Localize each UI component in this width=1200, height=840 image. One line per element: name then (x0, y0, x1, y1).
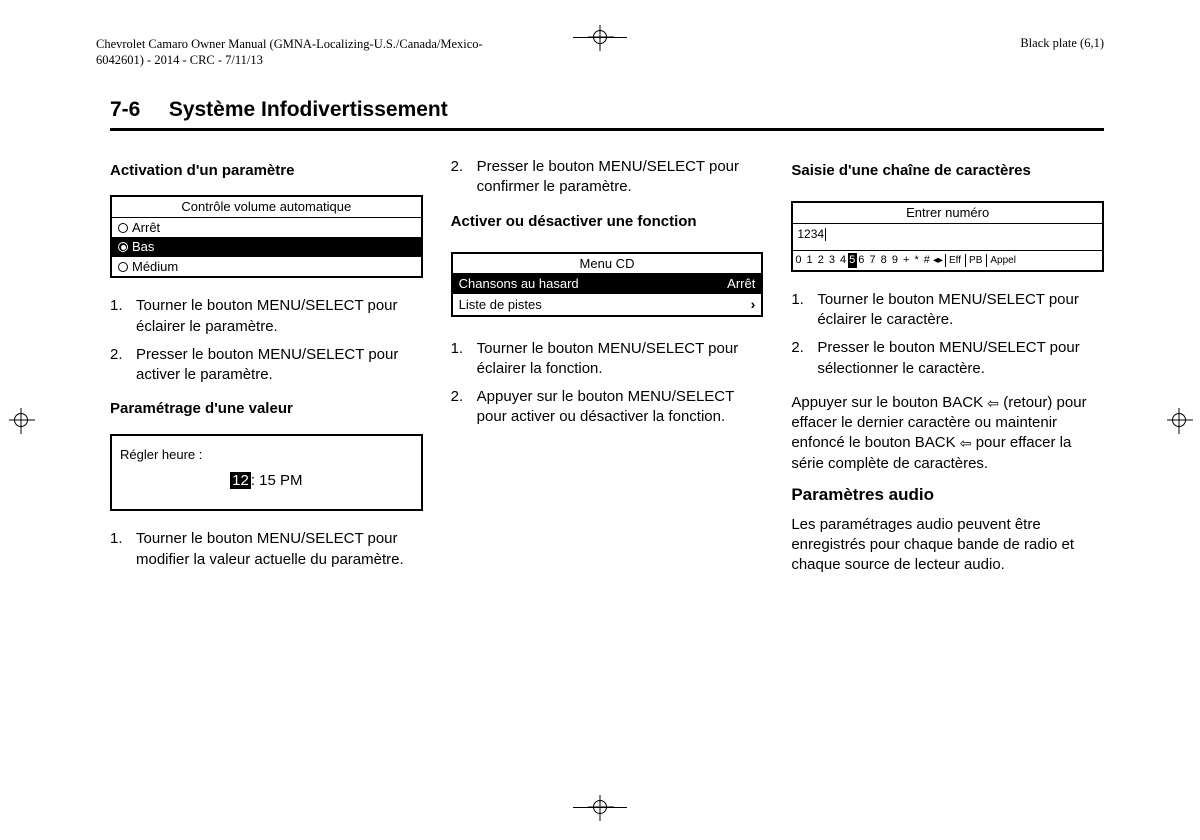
step-text: Tourner le bouton MENU/SELECT pour éclai… (136, 296, 423, 337)
display-set-time: Régler heure : 12: 15 PM (110, 434, 423, 512)
back-icon: ⇦ (960, 434, 972, 453)
display-volume-control: Contrôle volume automatique Arrêt Bas Mé… (110, 195, 423, 278)
display-title: Contrôle volume automatique (112, 197, 421, 218)
header-meta: Chevrolet Camaro Owner Manual (GMNA-Loca… (96, 36, 1104, 69)
display-enter-number: Entrer numéro 1234 0 1 2 3 4 5 6 7 8 9 +… (791, 201, 1104, 272)
heading-string-entry: Saisie d'une chaîne de caractères (791, 161, 1104, 181)
cursor-icon (825, 228, 826, 241)
option-bas-selected: Bas (112, 237, 421, 257)
char-selected: 5 (848, 253, 857, 268)
display-title: Menu CD (453, 254, 762, 275)
steps-value: 1.Tourner le bouton MENU/SELECT pour mod… (110, 529, 423, 570)
nav-arrows-icon: ◂▸ (932, 254, 944, 268)
steps-entry: 1.Tourner le bouton MENU/SELECT pour écl… (791, 290, 1104, 379)
back-instruction: Appuyer sur le bouton BACK ⇦ (retour) po… (791, 393, 1104, 474)
steps-confirm: 2.Presser le bouton MENU/SELECT pour con… (451, 157, 764, 198)
audio-params-text: Les paramétrages audio peuvent être enre… (791, 515, 1104, 576)
key-pb: PB (965, 254, 985, 268)
page-header: 7-6 Système Infodivertissement (110, 98, 1104, 131)
heading-parametrage: Paramétrage d'une valeur (110, 399, 423, 419)
step-text: Tourner le bouton MENU/SELECT pour modif… (136, 529, 423, 570)
step-text: Appuyer sur le bouton MENU/SELECT pour a… (477, 387, 764, 428)
time-rest: : 15 PM (251, 472, 303, 489)
doc-id-line1: Chevrolet Camaro Owner Manual (GMNA-Loca… (96, 36, 483, 52)
crop-mark-right (1172, 413, 1186, 427)
step-text: Presser le bouton MENU/SELECT pour confi… (477, 157, 764, 198)
crop-line (573, 807, 627, 808)
heading-activation: Activation d'un paramètre (110, 161, 423, 181)
step-text: Presser le bouton MENU/SELECT pour activ… (136, 345, 423, 386)
menu-row-shuffle: Chansons au hasard Arrêt (453, 274, 762, 294)
key-eff: Eff (945, 254, 964, 268)
step-text: Presser le bouton MENU/SELECT pour sélec… (817, 338, 1104, 379)
step-text: Tourner le bouton MENU/SELECT pour éclai… (817, 290, 1104, 331)
column-1: Activation d'un paramètre Contrôle volum… (110, 157, 423, 586)
plate-label: Black plate (6,1) (1020, 36, 1104, 69)
key-appel: Appel (986, 254, 1019, 268)
display-title: Entrer numéro (793, 203, 1102, 224)
chevron-right-icon: › (751, 295, 756, 314)
option-arret: Arrêt (112, 218, 421, 238)
doc-id-line2: 6042601) - 2014 - CRC - 7/11/13 (96, 52, 483, 68)
time-hour-selected: 12 (230, 472, 251, 489)
option-medium: Médium (112, 257, 421, 277)
column-2: 2.Presser le bouton MENU/SELECT pour con… (451, 157, 764, 586)
step-text: Tourner le bouton MENU/SELECT pour éclai… (477, 339, 764, 380)
crop-mark-left (14, 413, 28, 427)
steps-toggle: 1.Tourner le bouton MENU/SELECT pour écl… (451, 339, 764, 428)
back-icon: ⇦ (987, 394, 999, 413)
steps-activation: 1.Tourner le bouton MENU/SELECT pour écl… (110, 296, 423, 385)
column-3: Saisie d'une chaîne de caractères Entrer… (791, 157, 1104, 586)
typed-value: 1234 (793, 224, 1102, 251)
display-menu-cd: Menu CD Chansons au hasard Arrêt Liste d… (451, 252, 764, 317)
heading-audio-params: Paramètres audio (791, 484, 1104, 507)
page-number: 7-6 (110, 98, 140, 121)
menu-row-tracklist: Liste de pistes › (453, 294, 762, 315)
char-row: 0 1 2 3 4 5 6 7 8 9 + * # ◂▸ Eff PB Appe… (793, 251, 1102, 270)
heading-toggle-function: Activer ou désactiver une fonction (451, 212, 764, 232)
page-title: Système Infodivertissement (169, 98, 448, 121)
time-label: Régler heure : (120, 446, 413, 464)
